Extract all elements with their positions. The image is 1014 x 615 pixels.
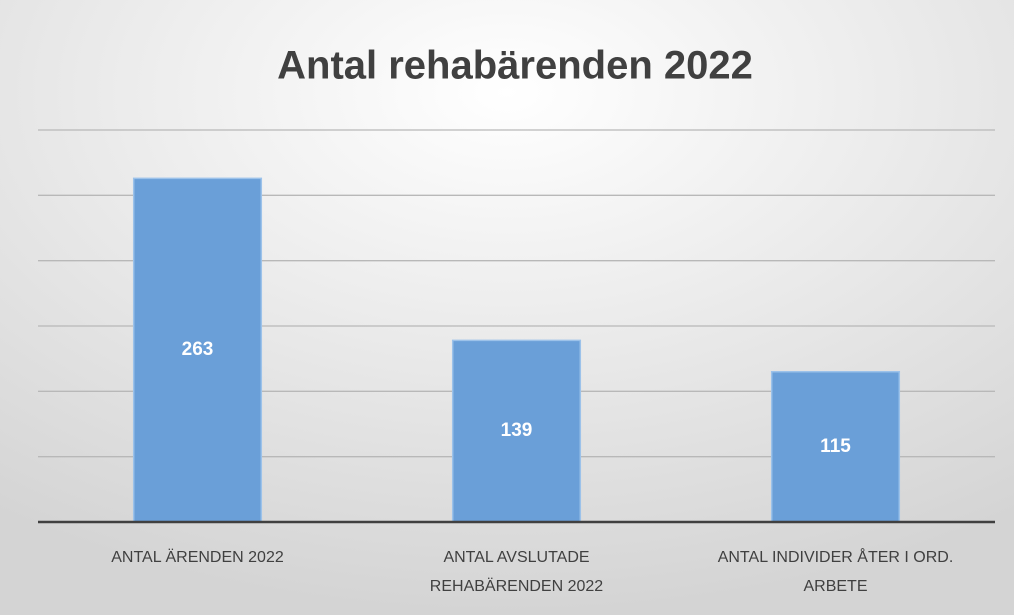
x-tick-label: ANTAL AVSLUTADE REHABÄRENDEN 2022 (430, 549, 604, 595)
bar (132, 177, 263, 523)
data-label: 139 (501, 420, 533, 441)
bar (451, 339, 582, 523)
data-label: 115 (820, 436, 851, 457)
x-tick-label: ANTAL INDIVIDER ÅTER I ORD. ARBETE (718, 547, 954, 595)
data-label: 263 (182, 339, 214, 360)
x-tick-label: ANTAL ÄRENDEN 2022 (111, 548, 284, 566)
chart-title: Antal rehabärenden 2022 (277, 44, 753, 88)
